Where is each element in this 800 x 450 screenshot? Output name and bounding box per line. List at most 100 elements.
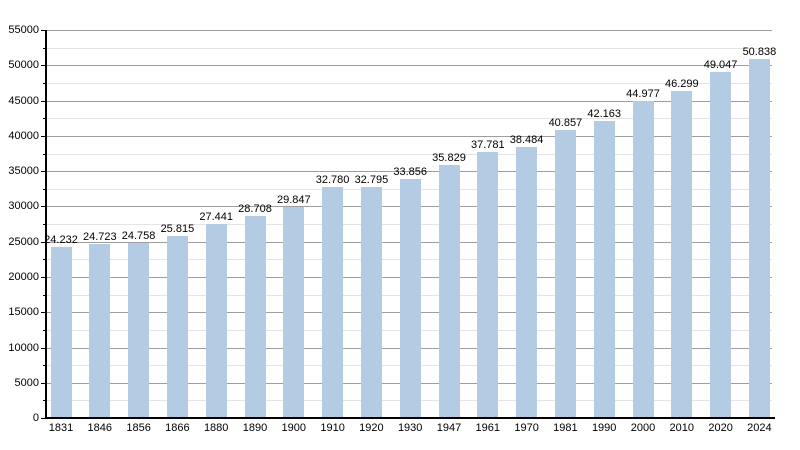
y-tick-label-50000: 50000 <box>8 59 39 72</box>
x-tick-label-2010: 2010 <box>669 422 695 434</box>
bar-1910 <box>322 186 344 418</box>
value-label-1930: 33.856 <box>393 166 428 179</box>
value-label-1846: 24.723 <box>82 230 117 243</box>
x-tick-label-1961: 1961 <box>475 422 501 434</box>
x-tick-label-1920: 1920 <box>359 422 384 434</box>
y-tick-label-45000: 45000 <box>8 94 39 107</box>
bar-1866 <box>166 235 188 418</box>
value-label-1990: 42.163 <box>587 107 622 120</box>
y-tick-label-10000: 10000 <box>8 341 39 354</box>
y-minor-tick <box>43 153 46 155</box>
y-tick-label-30000: 30000 <box>8 200 39 213</box>
value-label-1900: 29.847 <box>276 194 311 207</box>
y-major-tick <box>41 171 46 173</box>
x-tick-label-1947: 1947 <box>436 422 462 434</box>
value-label-1981: 40.857 <box>548 116 583 129</box>
bar-1961 <box>477 151 499 418</box>
bar-1846 <box>89 243 111 418</box>
plot-area: 24.232 24.723 24.758 25.815 27.441 28.708 29.8… <box>44 30 776 418</box>
y-tick-label-20000: 20000 <box>8 270 39 283</box>
gridline-major <box>47 135 772 137</box>
x-tick-label-1981: 1981 <box>553 422 578 434</box>
bar-1947 <box>438 165 460 418</box>
value-label-2000: 44.977 <box>626 87 660 100</box>
y-minor-tick <box>43 47 46 49</box>
gridline-minor <box>47 47 772 49</box>
bar-1990 <box>593 120 615 418</box>
y-axis-line <box>45 30 47 419</box>
y-tick-label-55000: 55000 <box>8 24 39 36</box>
y-minor-tick <box>43 224 46 225</box>
x-tick-label-1856: 1856 <box>126 422 151 434</box>
y-minor-tick <box>43 82 46 84</box>
x-tick-label-1866: 1866 <box>165 422 190 434</box>
gridline-minor <box>47 153 772 155</box>
y-major-tick <box>41 241 46 243</box>
x-tick-label-1970: 1970 <box>514 422 539 434</box>
x-axis-line <box>45 417 775 419</box>
x-tick-label-1930: 1930 <box>397 422 423 434</box>
y-major-tick <box>41 418 46 419</box>
y-minor-tick <box>43 365 46 367</box>
y-tick-label-0: 0 <box>32 412 39 424</box>
bar-1981 <box>554 129 576 418</box>
y-major-tick <box>41 276 46 278</box>
value-label-1880: 27.441 <box>199 211 234 224</box>
gridline-major <box>47 100 772 102</box>
x-tick-label-2024: 2024 <box>747 422 772 434</box>
bar-1930 <box>399 179 421 418</box>
bar-2020 <box>710 72 732 418</box>
bar-1890 <box>244 215 266 418</box>
y-major-tick <box>41 100 46 102</box>
y-minor-tick <box>43 400 46 402</box>
bar-2000 <box>632 100 654 418</box>
y-minor-tick <box>43 118 46 120</box>
gridline-major <box>47 65 772 67</box>
x-tick-label-1990: 1990 <box>591 422 617 434</box>
value-label-1856: 24.758 <box>121 230 156 243</box>
y-major-tick <box>41 30 46 31</box>
y-tick-label-40000: 40000 <box>8 129 39 142</box>
x-tick-label-1900: 1900 <box>281 422 307 434</box>
value-label-1866: 25.815 <box>160 222 195 235</box>
value-label-1961: 37.781 <box>470 138 505 151</box>
y-minor-tick <box>43 294 46 296</box>
y-minor-tick <box>43 259 46 261</box>
y-minor-tick <box>43 329 46 331</box>
value-label-2020: 49.047 <box>703 59 738 71</box>
x-tick-label-2020: 2020 <box>708 422 733 434</box>
x-tick-label-1910: 1910 <box>320 422 345 434</box>
gridline-major <box>47 171 772 173</box>
x-tick-label-1831: 1831 <box>48 422 74 434</box>
value-label-1947: 35.829 <box>432 152 466 165</box>
bar-1856 <box>128 243 150 418</box>
x-tick-label-1846: 1846 <box>87 422 113 434</box>
value-label-2024: 50.838 <box>742 46 777 59</box>
gridline-minor <box>47 82 772 84</box>
value-label-1890: 28.708 <box>238 202 272 215</box>
bar-2024 <box>748 59 770 418</box>
y-major-tick <box>41 135 46 137</box>
x-tick-label-1880: 1880 <box>203 422 229 434</box>
value-label-1970: 38.484 <box>509 133 544 146</box>
value-label-2010: 46.299 <box>664 78 699 91</box>
value-label-1910: 32.780 <box>315 173 350 186</box>
bar-1920 <box>360 186 382 418</box>
x-tick-label-1890: 1890 <box>242 422 268 434</box>
y-tick-label-5000: 5000 <box>14 376 39 389</box>
bar-1970 <box>516 146 538 418</box>
gridline-major <box>47 30 772 31</box>
y-major-tick <box>41 382 46 384</box>
y-minor-tick <box>43 188 46 190</box>
y-major-tick <box>41 206 46 208</box>
bar-2010 <box>671 91 693 418</box>
bar-1900 <box>283 207 305 418</box>
y-major-tick <box>41 65 46 67</box>
y-major-tick <box>41 312 46 314</box>
y-tick-label-25000: 25000 <box>8 235 39 248</box>
y-tick-label-35000: 35000 <box>8 165 39 178</box>
value-label-1920: 32.795 <box>354 173 389 186</box>
y-major-tick <box>41 347 46 349</box>
value-label-1831: 24.232 <box>44 234 78 247</box>
